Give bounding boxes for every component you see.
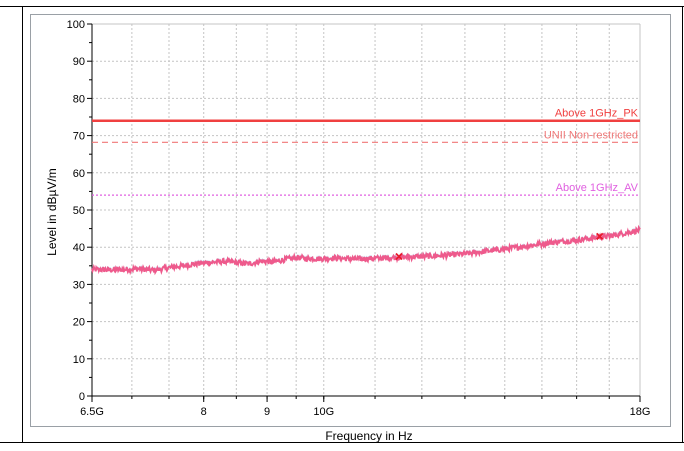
limit-line-label: UNII Non-restricted — [544, 129, 638, 141]
y-axis-label: Level in dBµV/m — [45, 168, 59, 256]
x-tick-label: 6.5G — [80, 406, 104, 418]
y-tick-label: 60 — [73, 168, 85, 180]
y-tick-label: 100 — [67, 19, 85, 31]
series-trace — [91, 224, 641, 276]
grid — [92, 23, 641, 396]
marker-point — [596, 232, 604, 241]
x-axis-label: Frequency in Hz — [325, 429, 412, 443]
x-tick-label: 18G — [630, 406, 651, 418]
y-tick-label: 90 — [73, 56, 85, 68]
y-tick-label: 70 — [73, 131, 85, 143]
y-tick-label: 20 — [73, 317, 85, 329]
axes: 0 10 20 30 40 50 60 70 80 90 100 6.5G 8 9 10G 18G — [67, 19, 651, 418]
limit-line-label: Above 1GHz_AV — [556, 182, 639, 194]
y-tick-label: 80 — [73, 93, 85, 105]
x-tick-label: 8 — [201, 406, 207, 418]
y-tick-label: 50 — [73, 205, 85, 217]
limit-line-label: Above 1GHz_PK — [555, 108, 639, 120]
y-tick-label: 0 — [79, 391, 85, 403]
x-tick-label: 9 — [264, 406, 270, 418]
chart-border — [30, 14, 671, 427]
series-layer — [91, 224, 641, 276]
x-tick-label: 10G — [313, 406, 334, 418]
marker-point — [395, 252, 403, 261]
y-tick-label: 10 — [73, 354, 85, 366]
y-tick-label: 30 — [73, 279, 85, 291]
limit-lines: Above 1GHz_PK UNII Non-restricted Above 1G… — [92, 108, 640, 196]
marker-layer — [395, 232, 604, 261]
y-tick-label: 40 — [73, 242, 85, 254]
